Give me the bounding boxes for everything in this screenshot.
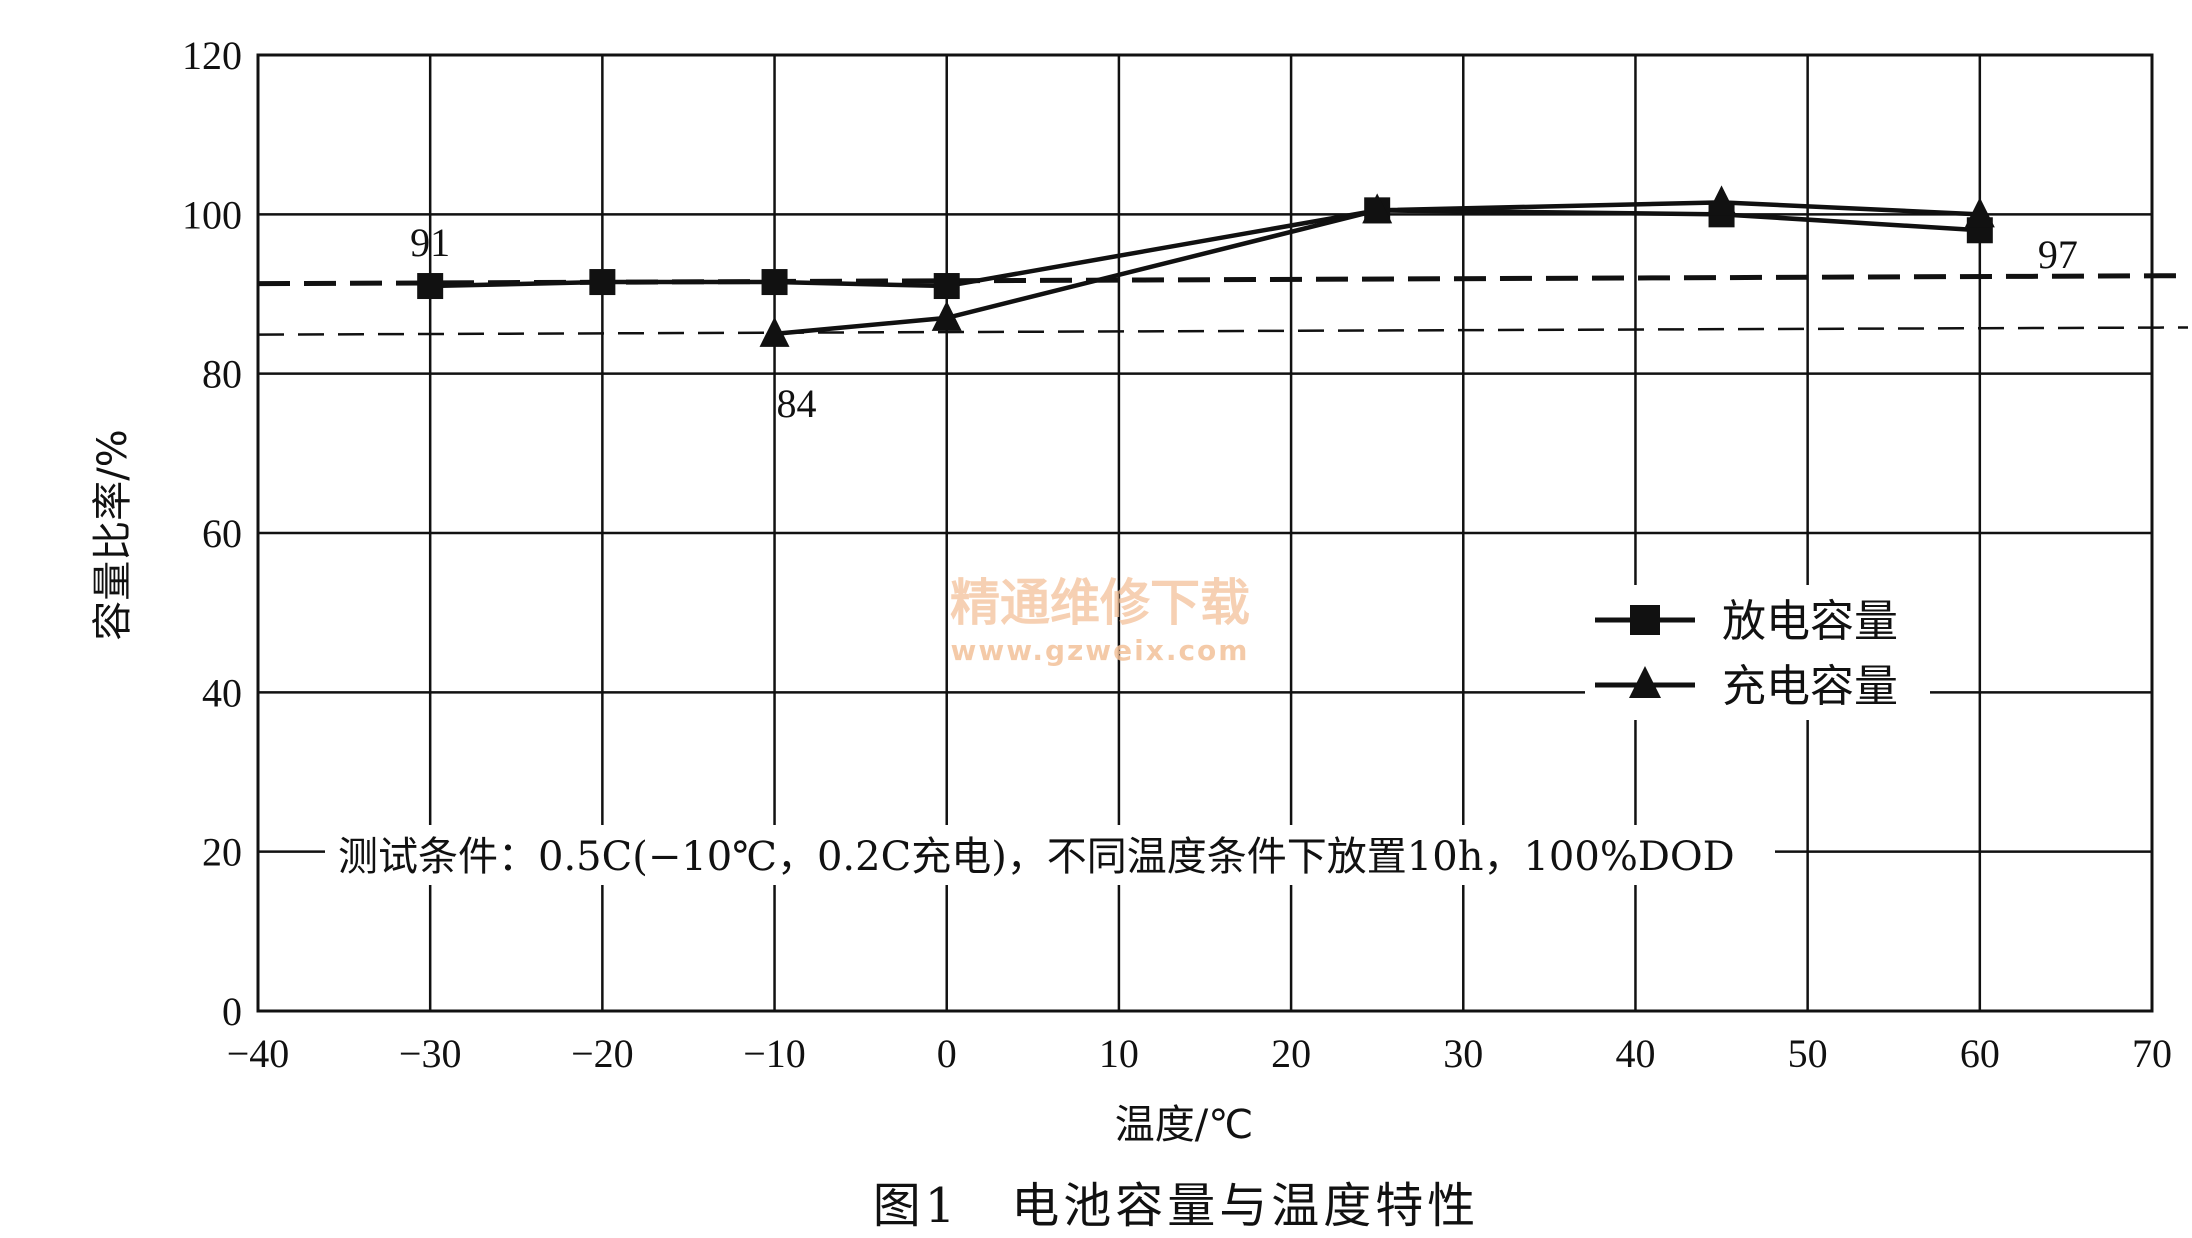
data-label: 91 [410, 220, 450, 265]
y-tick-label: 0 [222, 989, 242, 1034]
data-label: 97 [2038, 232, 2078, 277]
series-layer: 91 84 97 [410, 185, 2078, 426]
x-tick-label: −20 [571, 1031, 634, 1076]
y-tick-label: 40 [202, 670, 242, 715]
data-label: 84 [777, 381, 817, 426]
plot-frame [256, 53, 2154, 1013]
y-tick-label: 20 [202, 830, 242, 875]
tick-labels: 0 20 40 60 80 100 120 −40 −30 −20 −10 0 10 20 30 40 50 60… [182, 33, 2172, 1076]
legend-label-discharge: 放电容量 [1722, 596, 1898, 647]
data-point-triangle [1964, 197, 1995, 228]
watermark-title: 精通维修下载 [950, 574, 1250, 632]
legend-marker-square [1630, 605, 1660, 635]
x-axis-title: 温度/℃ [1115, 1102, 1253, 1148]
x-tick-label: −30 [399, 1031, 462, 1076]
x-tick-label: 30 [1443, 1031, 1483, 1076]
y-tick-label: 80 [202, 352, 242, 397]
x-tick-label: 0 [937, 1031, 957, 1076]
x-tick-label: 10 [1099, 1031, 1139, 1076]
data-point-triangle [759, 316, 790, 347]
legend: 放电容量 充电容量 [1585, 585, 1930, 720]
reference-lines [257, 273, 2189, 336]
y-tick-label: 100 [182, 192, 242, 237]
x-tick-label: 40 [1615, 1031, 1655, 1076]
series-line-1 [430, 208, 1980, 289]
x-tick-label: −40 [227, 1031, 290, 1076]
x-tick-label: 60 [1960, 1031, 2000, 1076]
data-point-square [933, 273, 960, 300]
legend-marker-triangle [1629, 666, 1661, 698]
data-point-square [417, 273, 444, 300]
test-conditions-note: 测试条件：0.5C(−10℃，0.2C充电)，不同温度条件下放置10h，100%… [338, 834, 1735, 880]
data-point-triangle [1362, 193, 1393, 224]
legend-label-charge: 充电容量 [1722, 661, 1898, 712]
y-tick-label: 60 [202, 511, 242, 556]
data-point-square [761, 269, 788, 296]
note-background [325, 825, 1775, 885]
data-point-triangle [1706, 185, 1737, 216]
x-tick-label: 20 [1271, 1031, 1311, 1076]
figure-caption: 图1 电池容量与温度特性 [873, 1178, 1480, 1234]
y-tick-label: 120 [182, 33, 242, 78]
reference-line-thin [257, 326, 2189, 336]
x-tick-label: 70 [2132, 1031, 2172, 1076]
x-tick-label: 50 [1788, 1031, 1828, 1076]
x-tick-label: −10 [743, 1031, 806, 1076]
data-point-triangle [931, 300, 962, 331]
data-point-square [589, 269, 616, 296]
y-axis-title: 容量比率/% [90, 429, 136, 640]
watermark-url: www.gzweix.com [951, 634, 1250, 667]
